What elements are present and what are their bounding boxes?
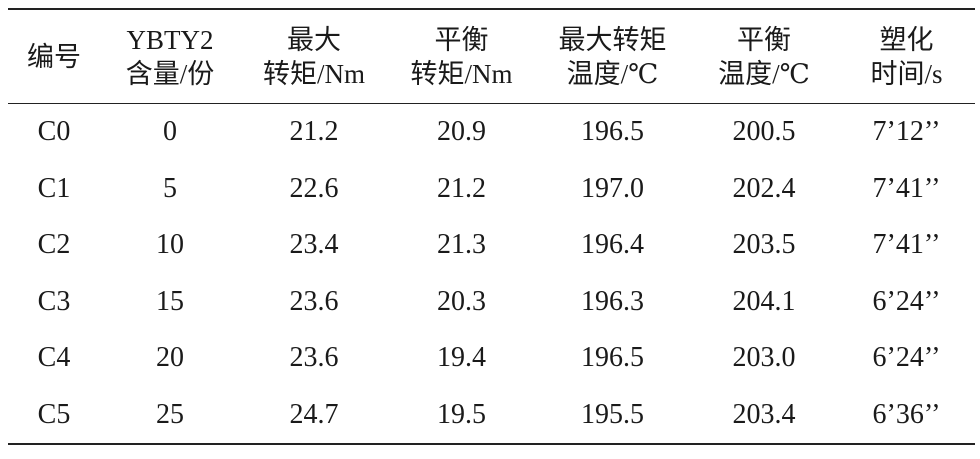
table-cell: 203.4 [732,398,796,430]
data-table: 编号 YBTY2 含量/份 最大 转矩/Nm 平衡 转矩/Nm 最大转矩 温度/℃ 平衡 温度/℃ 塑… [8,8,975,445]
header-cell: 编号 [8,9,100,104]
table-cell: 23.4 [289,229,339,261]
table-cell: 0 [163,116,177,148]
table-cell: C5 [37,398,71,430]
header-cell: 最大 转矩/Nm [240,9,388,104]
header-cell: 平衡 温度/℃ [690,9,838,104]
table-cell: 23.6 [289,285,339,317]
header-text: YBTY2 [126,24,214,55]
header-text: 温度/℃ [718,58,810,89]
table-cell: 24.7 [289,398,339,430]
table-row: C1 5 22.6 21.2 197.0 202.4 7’41’’ [8,161,975,218]
header-text: 编号 [27,41,81,72]
table-cell: 200.5 [732,116,796,148]
table-cell: 204.1 [732,285,796,317]
table-cell: 25 [156,398,184,430]
header-cell: 平衡 转矩/Nm [388,9,535,104]
table-row: C2 10 23.4 21.3 196.4 203.5 7’41’’ [8,217,975,274]
table-cell: 196.5 [581,116,644,148]
header-text: 转矩/Nm [262,58,365,89]
table-row: C5 25 24.7 19.5 195.5 203.4 6’36’’ [8,387,975,444]
table-cell: 20.3 [437,285,486,317]
table-cell: 20 [156,342,184,374]
header-text: 平衡 [434,24,489,55]
table-cell: C2 [37,229,71,261]
header-text: 转矩/Nm [410,58,513,89]
table-cell: 7’41’’ [872,229,941,261]
table-cell: C0 [37,116,71,148]
table-cell: 19.4 [437,342,486,374]
table-cell: 196.4 [581,229,644,261]
table-cell: 202.4 [732,172,796,204]
table-cell: 22.6 [289,172,339,204]
header-text: 温度/℃ [566,58,659,89]
header-cell: YBTY2 含量/份 [100,9,240,104]
table-cell: 6’24’’ [872,342,941,374]
header-cell: 塑化 时间/s [838,9,975,104]
header-text: 塑化 [879,24,934,55]
table-cell: C1 [37,172,71,204]
table-row: C3 15 23.6 20.3 196.3 204.1 6’24’’ [8,274,975,331]
header-cell: 最大转矩 温度/℃ [535,9,690,104]
table-cell: 23.6 [289,342,339,374]
table-cell: 6’24’’ [872,285,941,317]
table-row: C0 0 21.2 20.9 196.5 200.5 7’12’’ [8,104,975,161]
table-cell: 203.5 [732,229,796,261]
table-cell: 7’41’’ [872,172,941,204]
table-cell: 6’36’’ [872,398,941,430]
table-cell: 21.2 [437,172,486,204]
header-row: 编号 YBTY2 含量/份 最大 转矩/Nm 平衡 转矩/Nm 最大转矩 温度/℃ 平衡 温度/℃ 塑… [8,9,975,104]
table-cell: C3 [37,285,71,317]
table-cell: C4 [37,342,71,374]
table-cell: 20.9 [437,116,486,148]
table-cell: 195.5 [581,398,644,430]
table-cell: 5 [163,172,177,204]
table-body: C0 0 21.2 20.9 196.5 200.5 7’12’’ C1 5 22.6 21.2 19… [8,104,975,444]
table-row: C4 20 23.6 19.4 196.5 203.0 6’24’’ [8,330,975,387]
table-cell: 19.5 [437,398,486,430]
table-cell: 10 [156,229,184,261]
table-cell: 196.3 [581,285,644,317]
header-text: 含量/份 [125,58,215,89]
header-text: 平衡 [737,24,791,55]
table-cell: 196.5 [581,342,644,374]
table-cell: 15 [156,285,184,317]
table-cell: 7’12’’ [872,116,941,148]
header-text: 时间/s [870,58,943,89]
table-header: 编号 YBTY2 含量/份 最大 转矩/Nm 平衡 转矩/Nm 最大转矩 温度/℃ 平衡 温度/℃ 塑… [8,9,975,104]
header-text: 最大转矩 [558,24,667,55]
header-text: 最大 [287,24,341,55]
table-cell: 21.3 [437,229,486,261]
table-cell: 197.0 [581,172,644,204]
table-cell: 203.0 [732,342,796,374]
table-cell: 21.2 [289,116,339,148]
